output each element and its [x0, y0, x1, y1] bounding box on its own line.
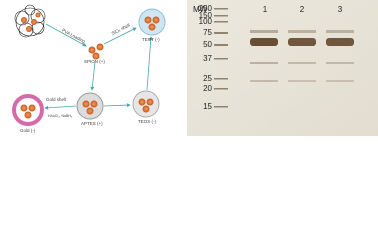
label: TEOS (-) — [138, 119, 156, 124]
marker-label: 250 — [199, 4, 213, 13]
label: PVA Loading — [61, 28, 86, 45]
label: APTES (+) — [81, 121, 103, 126]
teot-particle — [138, 8, 166, 36]
marker-label: 25 — [203, 74, 212, 83]
marker-label: 50 — [203, 40, 212, 49]
label: SPION (+) — [84, 59, 105, 64]
particles — [21, 12, 104, 60]
pva-cluster — [14, 4, 46, 38]
label: TEOT (-) — [142, 37, 160, 42]
marker-label: 100 — [199, 17, 213, 26]
page: PVA Loading SPION (+) SiO₂ shell TEOT (-… — [12, 0, 378, 136]
ladder-label: MW — [193, 5, 208, 14]
marker-label: 15 — [203, 102, 212, 111]
gold-particle — [12, 94, 44, 126]
arrows — [44, 23, 153, 110]
marker-label: 75 — [203, 28, 212, 37]
lane-label: 2 — [300, 5, 305, 14]
teos-particle — [132, 90, 160, 118]
marker-label: 20 — [203, 84, 212, 93]
marker-label: 150 — [199, 11, 213, 20]
label: Gold (-) — [20, 128, 36, 133]
marker-label: 37 — [203, 54, 212, 63]
label: Gold shell — [46, 97, 66, 102]
gel-background — [187, 0, 378, 136]
lane-label: 3 — [338, 5, 343, 14]
figure: PVA Loading SPION (+) SiO₂ shell TEOT (-… — [12, 0, 378, 136]
ladder — [214, 8, 228, 108]
schematic: PVA Loading SPION (+) SiO₂ shell TEOT (-… — [12, 4, 166, 133]
label: HAuCl₄, NaBH₄ — [48, 114, 73, 118]
label: SiO₂ shell — [111, 23, 131, 36]
aptes-particle — [76, 92, 104, 120]
bands — [250, 30, 354, 82]
lane-label: 1 — [263, 5, 268, 14]
